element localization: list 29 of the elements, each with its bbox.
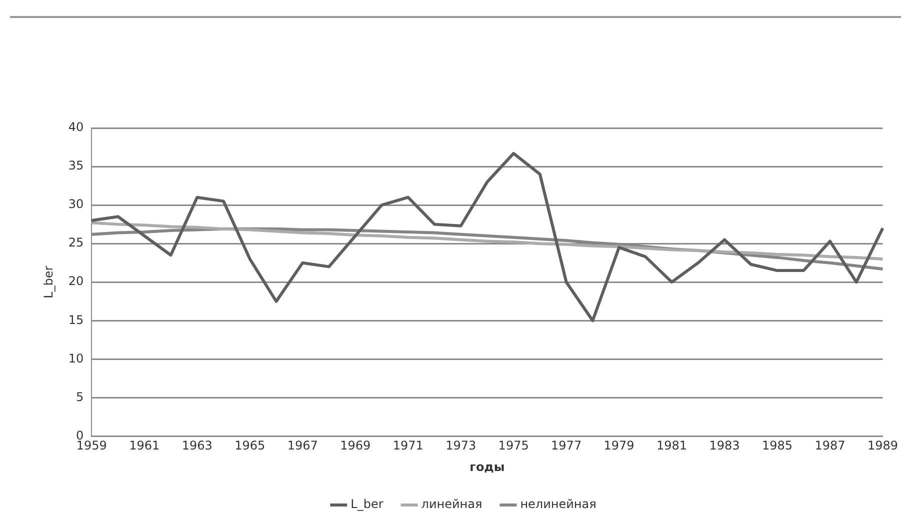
x-tick-label: 1973	[446, 438, 476, 453]
x-tick-label: 1985	[762, 438, 793, 453]
y-tick-label: 5	[76, 390, 84, 404]
x-tick-label: 1989	[867, 438, 898, 453]
y-tick-label: 20	[68, 274, 84, 288]
legend-label: линейная	[421, 497, 482, 512]
y-tick-label: 10	[68, 351, 84, 366]
legend-label: L_ber	[350, 497, 384, 512]
x-tick-label: 1967	[287, 438, 318, 453]
x-tick-label: 1977	[551, 438, 582, 453]
x-tick-label: 1983	[709, 438, 740, 453]
y-tick-label: 40	[68, 120, 84, 134]
y-tick-label: 30	[68, 197, 84, 212]
x-tick-label: 1987	[814, 438, 846, 453]
x-axis-title: годы	[470, 460, 505, 474]
x-tick-label: 1971	[392, 438, 424, 453]
x-tick-label: 1963	[182, 438, 212, 453]
x-tick-label: 1979	[604, 438, 634, 453]
x-tick-label: 1969	[340, 438, 371, 453]
y-tick-label: 15	[68, 312, 84, 327]
y-tick-label: 35	[68, 158, 84, 173]
x-tick-label: 1959	[76, 438, 107, 453]
legend-label: нелинейная	[520, 497, 596, 512]
y-axis-title: L_ber	[41, 266, 56, 298]
x-tick-label: 1965	[234, 438, 266, 453]
x-tick-label: 1981	[656, 438, 688, 453]
x-tick-label: 1975	[498, 438, 529, 453]
y-tick-label: 25	[68, 236, 84, 250]
x-tick-label: 1961	[129, 438, 160, 453]
